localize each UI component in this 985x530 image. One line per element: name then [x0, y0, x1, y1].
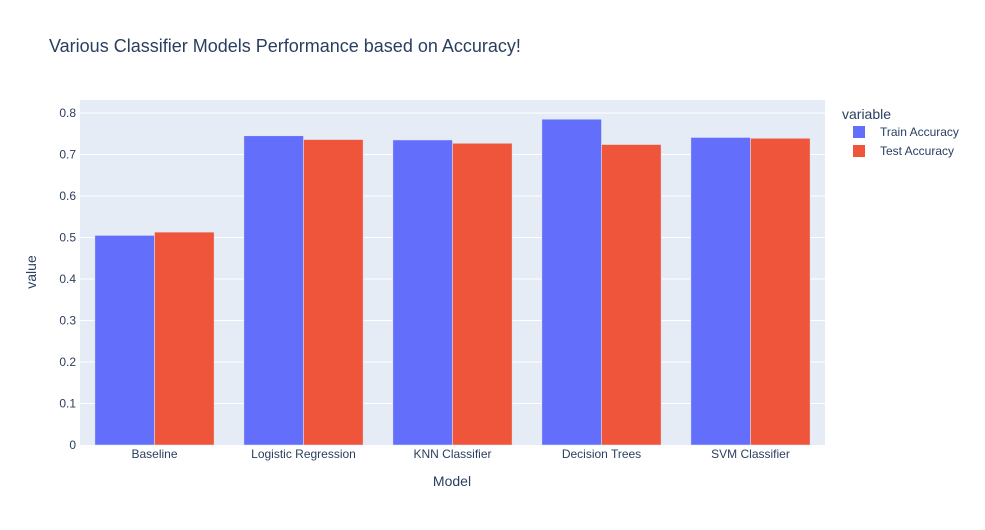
y-tick-label: 0.6: [59, 189, 76, 203]
x-tick-label: Decision Trees: [562, 447, 641, 461]
chart-title: Various Classifier Models Performance ba…: [49, 36, 521, 56]
bar[interactable]: [541, 118, 602, 446]
legend-label: Test Accuracy: [880, 144, 954, 158]
bar[interactable]: [601, 144, 662, 446]
y-axis-title: value: [23, 255, 39, 289]
legend[interactable]: variable Train Accuracy Test Accuracy: [842, 106, 959, 158]
legend-swatch: [853, 145, 865, 157]
y-tick-label: 0.3: [59, 313, 76, 327]
y-tick-label: 0.2: [59, 355, 76, 369]
bar[interactable]: [392, 139, 453, 446]
legend-title: variable: [842, 106, 891, 122]
bars: [94, 118, 811, 446]
legend-item[interactable]: Test Accuracy: [853, 144, 954, 158]
x-tick-label: Baseline: [131, 447, 177, 461]
y-tick-label: 0.8: [59, 106, 76, 120]
y-tick-label: 0.7: [59, 147, 76, 161]
x-tick-label: SVM Classifier: [711, 447, 790, 461]
bar[interactable]: [452, 143, 513, 446]
bar[interactable]: [303, 139, 364, 446]
y-tick-label: 0.5: [59, 230, 76, 244]
y-tick-label: 0.4: [59, 272, 76, 286]
legend-item[interactable]: Train Accuracy: [853, 125, 959, 139]
bar[interactable]: [154, 231, 215, 446]
bar[interactable]: [94, 235, 155, 446]
y-axis-ticks: 0 0.1 0.2 0.3 0.4 0.5 0.6 0.7 0.8: [59, 106, 76, 452]
bar[interactable]: [750, 138, 811, 446]
legend-swatch: [853, 126, 865, 138]
bar[interactable]: [690, 137, 751, 446]
x-axis-ticks: Baseline Logistic Regression KNN Classifie…: [131, 447, 789, 461]
legend-label: Train Accuracy: [880, 125, 959, 139]
x-tick-label: KNN Classifier: [413, 447, 491, 461]
x-axis-title: Model: [433, 473, 471, 489]
y-tick-label: 0: [69, 438, 76, 452]
bar[interactable]: [243, 135, 304, 446]
x-tick-label: Logistic Regression: [251, 447, 356, 461]
y-tick-label: 0.1: [59, 396, 76, 410]
